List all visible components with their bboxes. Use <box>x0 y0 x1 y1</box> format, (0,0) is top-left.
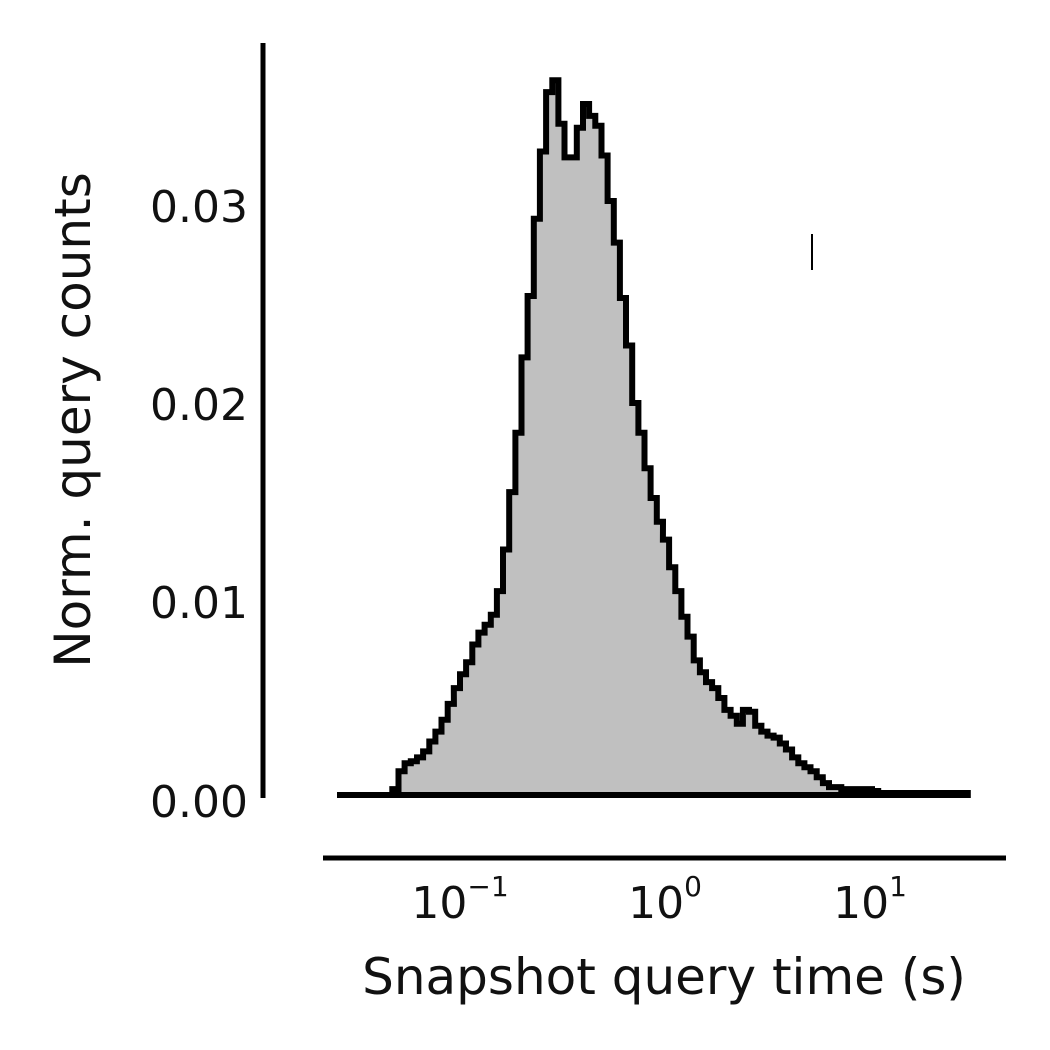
x-axis-title: Snapshot query time (s) <box>362 948 966 1006</box>
y-tick-label-3: 0.03 <box>150 182 248 233</box>
x-tick-label-2: 101 <box>833 870 907 929</box>
x-tick-exp-2: 1 <box>889 870 907 903</box>
x-tick-base-1: 10 <box>628 878 684 929</box>
histogram-fill <box>337 80 968 795</box>
x-tick-base-2: 10 <box>833 878 889 929</box>
y-tick-labels: 0.00 0.01 0.02 0.03 <box>150 182 248 828</box>
x-tick-label-0: 10−1 <box>411 870 508 929</box>
x-tick-base-0: 10 <box>411 878 467 929</box>
x-tick-labels: 10−1 100 101 <box>411 870 907 929</box>
y-axis-title: Norm. query counts <box>44 172 102 668</box>
y-tick-label-1: 0.01 <box>150 578 248 629</box>
y-tick-label-0: 0.00 <box>150 777 248 828</box>
x-tick-exp-1: 0 <box>684 870 702 903</box>
y-tick-label-2: 0.02 <box>150 380 248 431</box>
x-tick-label-1: 100 <box>628 870 702 929</box>
x-tick-exp-0: −1 <box>467 870 508 903</box>
histogram-outline <box>337 77 971 798</box>
